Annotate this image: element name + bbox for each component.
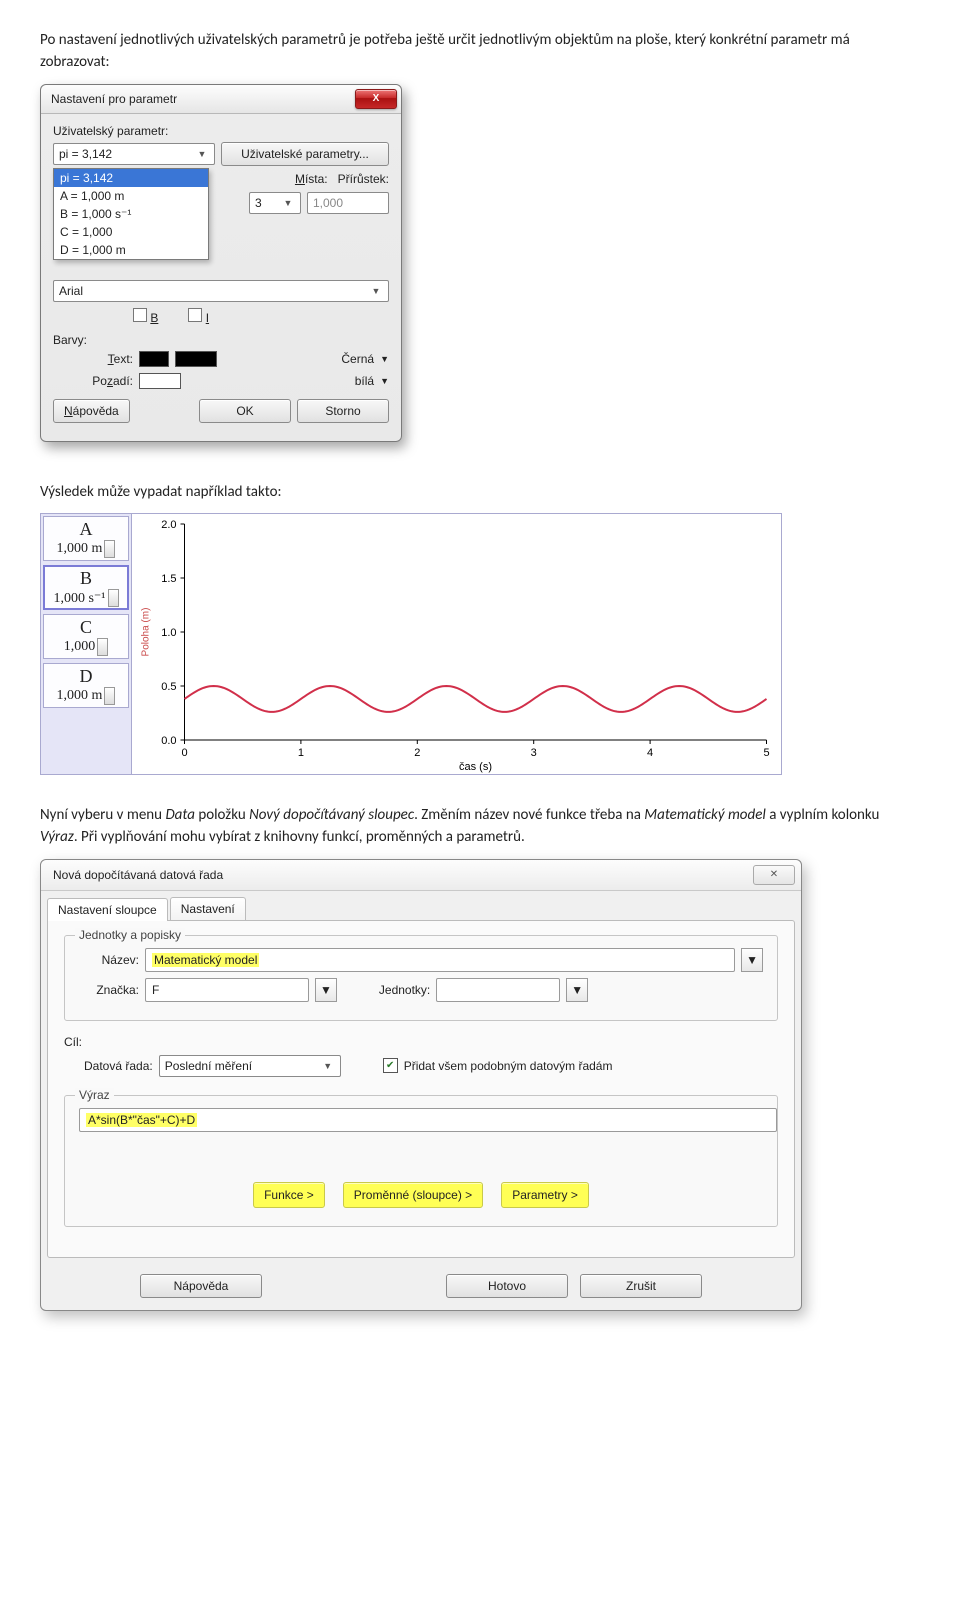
label-units: Jednotky: — [379, 983, 430, 997]
parameter-box[interactable]: B1,000 s⁻¹ — [43, 565, 129, 610]
dialog-new-calculated-series: Nová dopočítávaná datová řada ✕ Nastaven… — [40, 859, 802, 1311]
increment-input[interactable]: 1,000 — [307, 192, 389, 214]
parameter-box[interactable]: D1,000 m — [43, 663, 129, 708]
dropdown-option[interactable]: pi = 3,142 — [54, 169, 208, 187]
expression-value: A*sin(B*"čas"+C)+D — [86, 1113, 197, 1127]
tab-settings[interactable]: Nastavení — [170, 897, 246, 920]
name-value: Matematický model — [152, 953, 259, 967]
text-color-swatch2[interactable] — [175, 351, 217, 367]
close-icon[interactable]: ✕ — [753, 865, 795, 885]
dropdown-option[interactable]: A = 1,000 m — [54, 187, 208, 205]
label-bold: B — [150, 311, 158, 325]
paragraph-2: Výsledek může vypadat například takto: — [40, 482, 920, 504]
help-button[interactable]: Nápověda — [140, 1274, 262, 1298]
label-places: Místa: — [295, 172, 328, 186]
dropdown-option[interactable]: C = 1,000 — [54, 223, 208, 241]
dropdown-option[interactable]: D = 1,000 m — [54, 241, 208, 259]
group-expression: Výraz A*sin(B*"čas"+C)+D Funkce > Proměn… — [64, 1095, 778, 1227]
mark-input[interactable]: F — [145, 978, 309, 1002]
svg-text:Poloha (m): Poloha (m) — [141, 608, 152, 657]
tab-column-settings[interactable]: Nastavení sloupce — [47, 898, 168, 921]
user-parameter-dropdown[interactable]: pi = 3,142 A = 1,000 m B = 1,000 s⁻¹ C =… — [53, 168, 209, 260]
parameter-box[interactable]: C1,000 — [43, 614, 129, 659]
dialog1-title: Nastavení pro parametr — [51, 92, 177, 106]
bold-checkbox[interactable] — [133, 308, 147, 322]
label-colors: Barvy: — [53, 333, 389, 347]
parameter-box[interactable]: A1,000 m — [43, 516, 129, 561]
svg-text:3: 3 — [531, 747, 537, 759]
close-icon[interactable]: X — [355, 89, 397, 109]
cancel-button[interactable]: Zrušit — [580, 1274, 702, 1298]
parameters-button[interactable]: Parametry > — [501, 1182, 589, 1208]
svg-text:čas (s): čas (s) — [459, 761, 492, 773]
paragraph-1: Po nastavení jednotlivých uživatelských … — [40, 30, 920, 74]
units-dropdown-icon[interactable]: ▼ — [566, 978, 588, 1002]
increment-value: 1,000 — [313, 196, 343, 210]
font-value: Arial — [59, 284, 83, 298]
svg-text:4: 4 — [647, 747, 653, 759]
expression-input[interactable]: A*sin(B*"čas"+C)+D — [79, 1108, 777, 1132]
places-value: 3 — [255, 196, 262, 210]
paragraph-3: Nyní vyberu v menu Data položku Nový dop… — [40, 805, 920, 849]
ok-button[interactable]: OK — [199, 399, 291, 423]
name-input[interactable]: Matematický model — [145, 948, 735, 972]
variables-button[interactable]: Proměnné (sloupce) > — [343, 1182, 483, 1208]
label-data-series: Datová řada: — [64, 1059, 153, 1073]
italic-checkbox[interactable] — [188, 308, 202, 322]
group-units-labels: Jednotky a popisky Název: Matematický mo… — [64, 935, 778, 1021]
svg-text:0.5: 0.5 — [161, 681, 176, 693]
svg-text:1.5: 1.5 — [161, 573, 176, 585]
series-value: Poslední měření — [165, 1059, 252, 1073]
label-italic: I — [206, 311, 209, 325]
label-user-parameter: Uživatelský parametr: — [53, 124, 168, 138]
user-parameter-combo[interactable]: pi = 3,142 ▼ — [53, 143, 215, 165]
chart-svg: 0.0 0.5 1.0 1.5 2.0 0 1 2 3 4 5 Poloha (m) čas (s) — [132, 514, 781, 774]
functions-button[interactable]: Funkce > — [253, 1182, 325, 1208]
dialog-parameter-settings: Nastavení pro parametr X Uživatelský par… — [40, 84, 402, 442]
label-mark: Značka: — [79, 983, 139, 997]
apply-all-checkbox[interactable]: ✔ — [383, 1058, 398, 1073]
svg-text:5: 5 — [763, 747, 769, 759]
group-legend-units: Jednotky a popisky — [75, 928, 185, 942]
bg-color-name: bílá — [355, 374, 374, 388]
user-parameters-button[interactable]: Uživatelské parametry... — [221, 142, 389, 166]
bg-color-swatch[interactable] — [139, 373, 181, 389]
dialog2-title: Nová dopočítávaná datová řada — [53, 868, 223, 882]
decimal-places-combo[interactable]: 3▼ — [249, 192, 301, 214]
text-color-name: Černá — [341, 352, 374, 366]
dropdown-option[interactable]: B = 1,000 s⁻¹ — [54, 205, 208, 223]
cancel-button[interactable]: Storno — [297, 399, 389, 423]
svg-text:2.0: 2.0 — [161, 519, 176, 531]
svg-text:0.0: 0.0 — [161, 735, 176, 747]
user-parameter-value: pi = 3,142 — [59, 147, 112, 161]
text-color-swatch[interactable] — [139, 351, 169, 367]
svg-text:1.0: 1.0 — [161, 627, 176, 639]
label-name: Název: — [79, 953, 139, 967]
help-button[interactable]: Nápověda — [53, 399, 130, 423]
label-increment: Přírůstek: — [338, 172, 389, 186]
units-input[interactable] — [436, 978, 560, 1002]
result-chart-panel: A1,000 mB1,000 s⁻¹C1,000D1,000 m 0.0 0.5 1… — [40, 513, 782, 775]
label-target: Cíl: — [64, 1035, 778, 1049]
mark-value: F — [152, 983, 159, 997]
font-combo[interactable]: Arial▼ — [53, 280, 389, 302]
done-button[interactable]: Hotovo — [446, 1274, 568, 1298]
mark-dropdown-icon[interactable]: ▼ — [315, 978, 337, 1002]
data-series-combo[interactable]: Poslední měření▼ — [159, 1055, 341, 1077]
group-legend-expression: Výraz — [75, 1088, 114, 1102]
svg-text:1: 1 — [298, 747, 304, 759]
svg-text:0: 0 — [181, 747, 187, 759]
svg-text:2: 2 — [414, 747, 420, 759]
label-apply-all: Přidat všem podobným datovým řadám — [404, 1059, 613, 1073]
name-dropdown-icon[interactable]: ▼ — [741, 948, 763, 972]
